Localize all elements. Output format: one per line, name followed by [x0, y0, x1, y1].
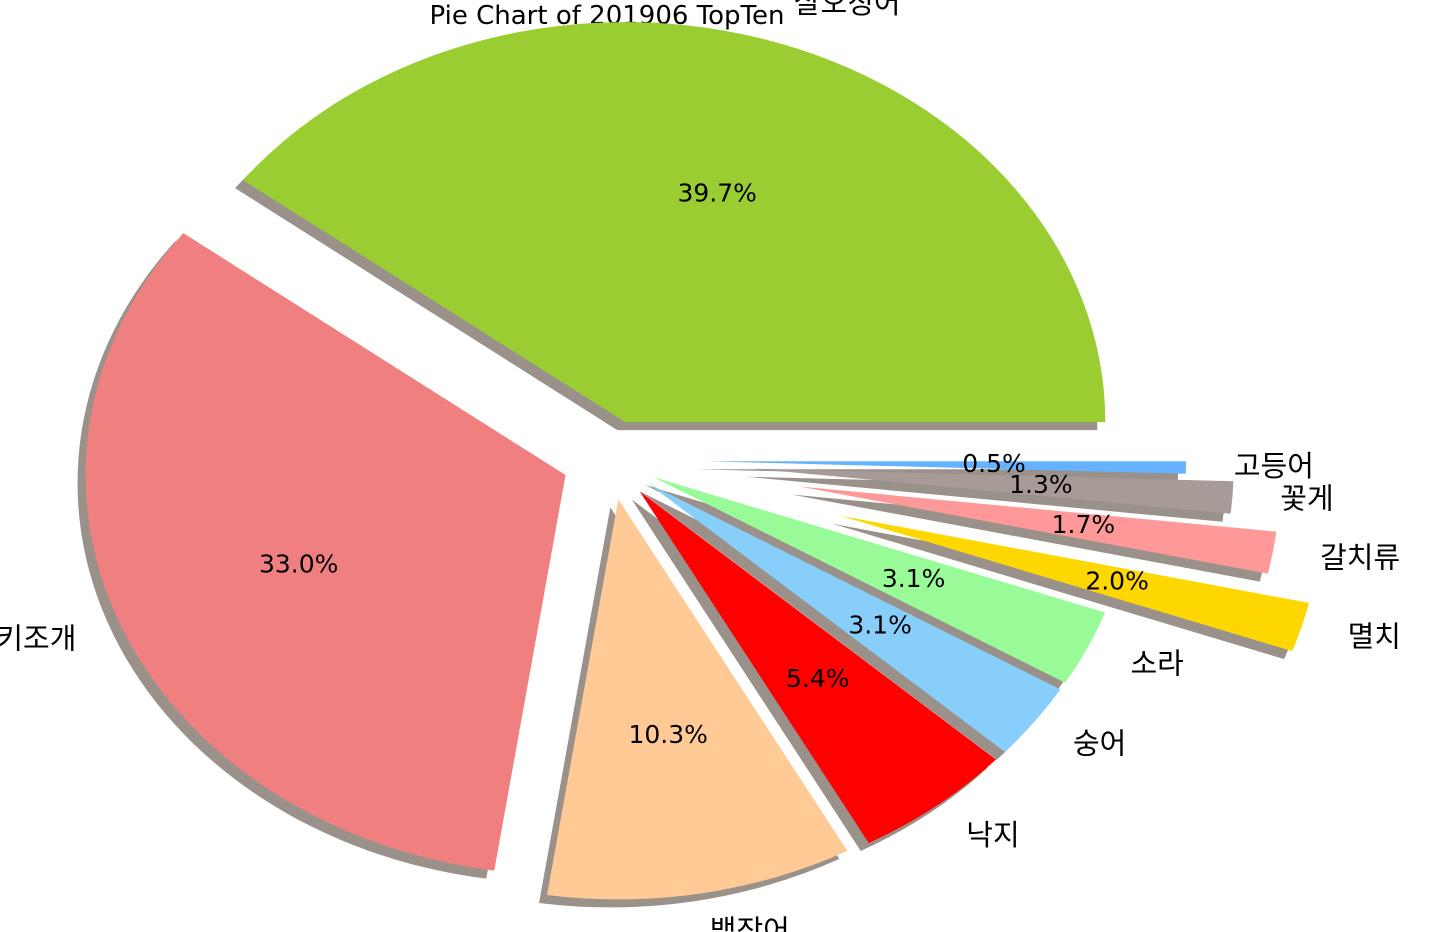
- pie-slice-4: [648, 483, 1061, 752]
- pie-slice-2: [547, 499, 848, 900]
- slice-label-3: 낙지: [966, 818, 1019, 852]
- pie-slice-1: [85, 233, 566, 871]
- slice-label-1: 키조개: [0, 622, 76, 656]
- slice-labels: 살오징어 39.7% 키조개 33.0% 뱀장어 10.3% 낙지 5.4% 숭어 3.1% 소라 3…: [0, 0, 1401, 932]
- slice-percent-8: 1.3%: [1009, 470, 1073, 499]
- pie-slice-0: [243, 22, 1106, 423]
- pie-slice-8: [753, 468, 1234, 514]
- slice-percent-2: 10.3%: [628, 720, 707, 749]
- slice-label-7: 갈치류: [1320, 540, 1400, 574]
- pie-slice-6: [840, 515, 1309, 652]
- slice-shadow-7: [791, 494, 1269, 582]
- pie-slice-5: [653, 477, 1106, 683]
- slice-percent-0: 39.7%: [677, 179, 756, 208]
- pie-slice-9: [705, 461, 1186, 474]
- pie-slice-3: [639, 491, 996, 843]
- slice-label-0: 살오징어: [794, 0, 901, 20]
- pie-slices: [85, 22, 1309, 900]
- slice-label-5: 소라: [1131, 647, 1184, 681]
- slice-percent-5: 3.1%: [882, 564, 946, 593]
- slice-label-4: 숭어: [1073, 727, 1126, 761]
- slice-percent-7: 1.7%: [1052, 510, 1116, 539]
- slice-label-6: 멸치: [1348, 619, 1401, 653]
- slice-percent-4: 3.1%: [848, 611, 912, 640]
- slice-label-2: 뱀장어: [710, 914, 790, 932]
- slice-shadow-6: [832, 523, 1301, 660]
- slice-percent-1: 33.0%: [259, 549, 338, 578]
- slice-percent-9: 0.5%: [962, 449, 1026, 478]
- slice-label-9: 고등어: [1234, 449, 1314, 483]
- pie-slice-7: [799, 486, 1277, 574]
- slice-percent-3: 5.4%: [786, 664, 850, 693]
- slice-label-8: 꽃게: [1280, 481, 1333, 515]
- slice-percent-6: 2.0%: [1085, 567, 1149, 596]
